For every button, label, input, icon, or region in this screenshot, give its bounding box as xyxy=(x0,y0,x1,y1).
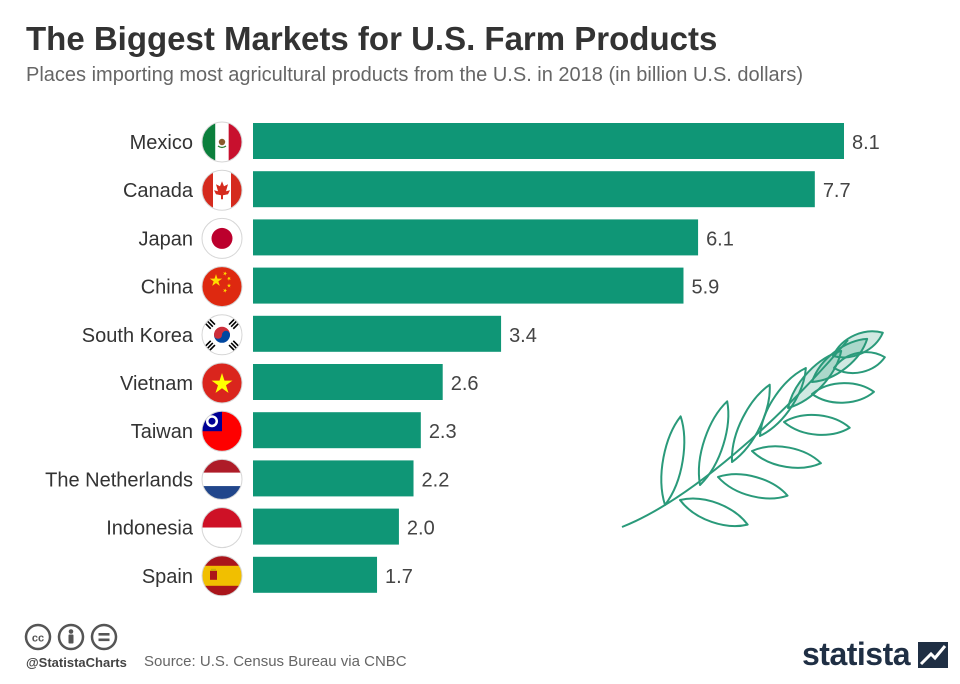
value-label: 1.7 xyxy=(385,566,413,588)
source-note: Source: U.S. Census Bureau via CNBC xyxy=(144,653,407,670)
bar-row: Indonesia 2.0 xyxy=(106,507,435,549)
cc-icon: cc xyxy=(24,623,52,651)
statista-mark-icon xyxy=(917,641,948,668)
category-label: South Korea xyxy=(82,325,194,347)
chart-title: The Biggest Markets for U.S. Farm Produc… xyxy=(26,20,718,57)
bar-row: Taiwan 2.3 xyxy=(131,410,457,452)
mexico-flag-icon xyxy=(202,122,242,162)
bar xyxy=(253,123,844,159)
wheat-branch-icon xyxy=(621,330,886,528)
bar-row: The Netherlands 2.2 xyxy=(45,458,450,500)
china-flag-icon xyxy=(202,266,242,307)
value-label: 2.2 xyxy=(422,469,450,491)
value-label: 5.9 xyxy=(691,277,719,299)
category-label: Vietnam xyxy=(120,373,193,395)
license-icons: cc xyxy=(24,623,118,651)
bar-row: Spain 1.7 xyxy=(142,555,413,597)
bar-row: Japan 6.1 xyxy=(139,217,734,259)
value-label: 7.7 xyxy=(823,180,851,202)
bar xyxy=(253,171,815,208)
bar xyxy=(253,315,502,352)
footer-handle: @StatistaCharts xyxy=(26,655,127,670)
value-label: 6.1 xyxy=(706,228,734,250)
category-label: Indonesia xyxy=(106,518,194,540)
chart-subtitle: Places importing most agricultural produ… xyxy=(26,64,803,86)
category-label: Canada xyxy=(123,180,194,202)
spain-flag-icon xyxy=(202,555,242,596)
bar xyxy=(253,460,414,497)
category-label: The Netherlands xyxy=(45,469,193,491)
bar xyxy=(253,219,699,256)
vietnam-flag-icon xyxy=(202,363,242,403)
bar-row: South Korea 3.4 xyxy=(82,314,537,356)
japan-flag-icon xyxy=(202,218,242,259)
canada-flag-icon xyxy=(202,170,242,211)
bar xyxy=(253,412,421,449)
category-label: Japan xyxy=(139,228,194,250)
south-korea-flag-icon xyxy=(202,314,242,355)
netherlands-flag-icon xyxy=(202,459,242,500)
indonesia-flag-icon xyxy=(202,507,242,548)
category-label: Spain xyxy=(142,566,193,588)
bar-chart: Mexico 8.1 Canada 7.7 Japan 6.1 China 5.9 South … xyxy=(45,121,886,597)
bar xyxy=(253,267,684,304)
value-label: 2.6 xyxy=(451,373,479,395)
bar xyxy=(253,556,378,593)
bar-row: Vietnam 2.6 xyxy=(120,362,479,404)
category-label: Mexico xyxy=(130,132,193,154)
brand-name: statista xyxy=(802,636,911,672)
svg-text:cc: cc xyxy=(32,633,44,645)
bar xyxy=(253,508,399,545)
category-label: China xyxy=(141,277,194,299)
value-label: 2.3 xyxy=(429,421,457,443)
statista-logo[interactable]: statista xyxy=(802,636,948,673)
value-label: 8.1 xyxy=(852,132,880,154)
bar-row: Mexico 8.1 xyxy=(130,121,880,163)
category-label: Taiwan xyxy=(131,421,193,443)
by-icon xyxy=(57,623,85,651)
value-label: 2.0 xyxy=(407,518,435,540)
nd-icon xyxy=(90,623,118,651)
bar xyxy=(253,364,443,400)
value-label: 3.4 xyxy=(509,325,537,347)
bar-row: Canada 7.7 xyxy=(123,169,851,211)
bar-row: China 5.9 xyxy=(141,266,719,308)
